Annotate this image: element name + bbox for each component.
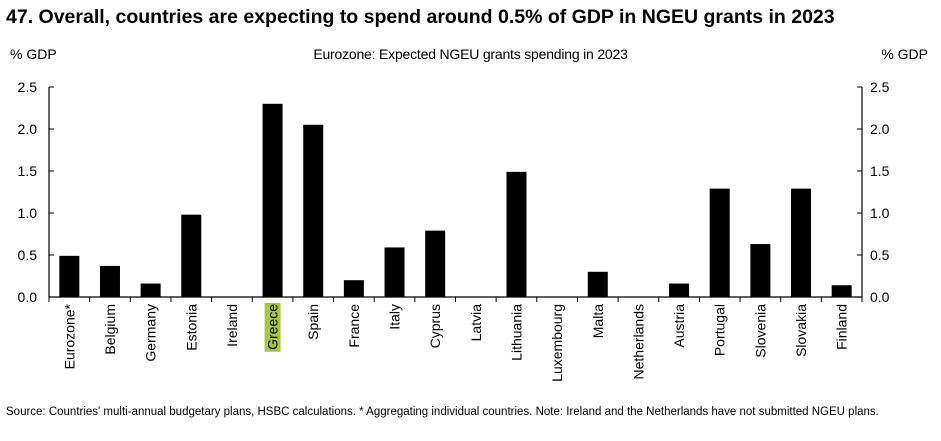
category-label-group: Slovakia	[793, 304, 809, 357]
category-label: Netherlands	[630, 304, 646, 380]
category-label: Greece	[265, 304, 281, 350]
category-label-group: Belgium	[102, 304, 118, 355]
bar-spain	[303, 124, 324, 297]
category-label-group: Austria	[671, 304, 687, 348]
chart-title: Eurozone: Expected NGEU grants spending …	[313, 46, 628, 62]
category-label-group: Italy	[387, 304, 403, 330]
category-label: Austria	[671, 304, 687, 348]
bar-belgium	[99, 265, 120, 297]
category-label: Latvia	[468, 304, 484, 342]
category-label-group: Germany	[143, 304, 159, 362]
category-label: Malta	[590, 304, 606, 338]
category-label: Estonia	[183, 304, 199, 351]
category-label: Slovenia	[752, 304, 768, 358]
category-label-group: Portugal	[712, 304, 728, 356]
category-label: Belgium	[102, 304, 118, 355]
bar-slovakia	[791, 188, 812, 297]
left-y-tick-label: 1.0	[18, 205, 38, 221]
category-label: Luxembourg	[549, 304, 565, 382]
category-label: Italy	[387, 304, 403, 330]
category-label-group: Greece	[264, 303, 281, 352]
category-label: Portugal	[712, 304, 728, 356]
category-label: Ireland	[224, 304, 240, 347]
bar-finland	[831, 285, 852, 297]
right-y-tick-label: 0.0	[870, 289, 890, 305]
category-label-group: Finland	[834, 304, 850, 350]
bar-slovenia	[750, 244, 771, 297]
left-y-tick-label: 0.5	[18, 247, 38, 263]
category-label-group: Netherlands	[630, 304, 646, 380]
left-axis-unit: % GDP	[10, 46, 57, 62]
bar-malta	[587, 271, 608, 297]
left-y-tick-label: 2.0	[18, 121, 38, 137]
left-y-tick-label: 1.5	[18, 163, 38, 179]
bar-greece	[262, 103, 283, 297]
category-label-group: Slovenia	[752, 304, 768, 358]
right-axis-unit: % GDP	[881, 46, 928, 62]
category-label-group: Latvia	[468, 304, 484, 342]
category-label: Spain	[305, 304, 321, 340]
right-y-tick-label: 1.0	[870, 205, 890, 221]
right-y-tick-label: 2.5	[870, 79, 890, 95]
highlight-marker	[264, 303, 281, 352]
bar-eurozone	[59, 255, 80, 297]
category-label-group: Luxembourg	[549, 304, 565, 382]
category-label-group: Cyprus	[427, 304, 443, 348]
bar-estonia	[181, 214, 202, 297]
left-y-tick-label: 0.0	[18, 289, 38, 305]
figure-title: 47. Overall, countries are expecting to …	[6, 6, 835, 28]
right-y-tick-label: 0.5	[870, 247, 890, 263]
bar-portugal	[709, 188, 730, 297]
category-label: Cyprus	[427, 304, 443, 348]
bar-cyprus	[425, 230, 446, 297]
right-y-tick-label: 1.5	[870, 163, 890, 179]
right-y-tick-label: 2.0	[870, 121, 890, 137]
bar-germany	[140, 283, 161, 297]
left-y-tick-label: 2.5	[18, 79, 38, 95]
category-label-group: Lithuania	[508, 304, 524, 361]
category-label: Lithuania	[508, 304, 524, 361]
category-label: France	[346, 304, 362, 348]
category-label: Eurozone*	[61, 303, 77, 369]
source-note: Source: Countries' multi-annual budgetar…	[6, 406, 879, 418]
category-label: Finland	[834, 304, 850, 350]
category-label-group: Ireland	[224, 304, 240, 347]
bar-austria	[669, 283, 690, 297]
bar-lithuania	[506, 171, 527, 297]
category-label-group: Spain	[305, 304, 321, 340]
bar-italy	[384, 247, 405, 297]
category-label-group: Estonia	[183, 304, 199, 351]
category-label-group: France	[346, 304, 362, 348]
category-label: Germany	[143, 304, 159, 362]
category-label-group: Eurozone*	[61, 303, 77, 369]
category-label-group: Malta	[590, 304, 606, 338]
category-label: Slovakia	[793, 304, 809, 357]
bar-france	[343, 280, 364, 297]
